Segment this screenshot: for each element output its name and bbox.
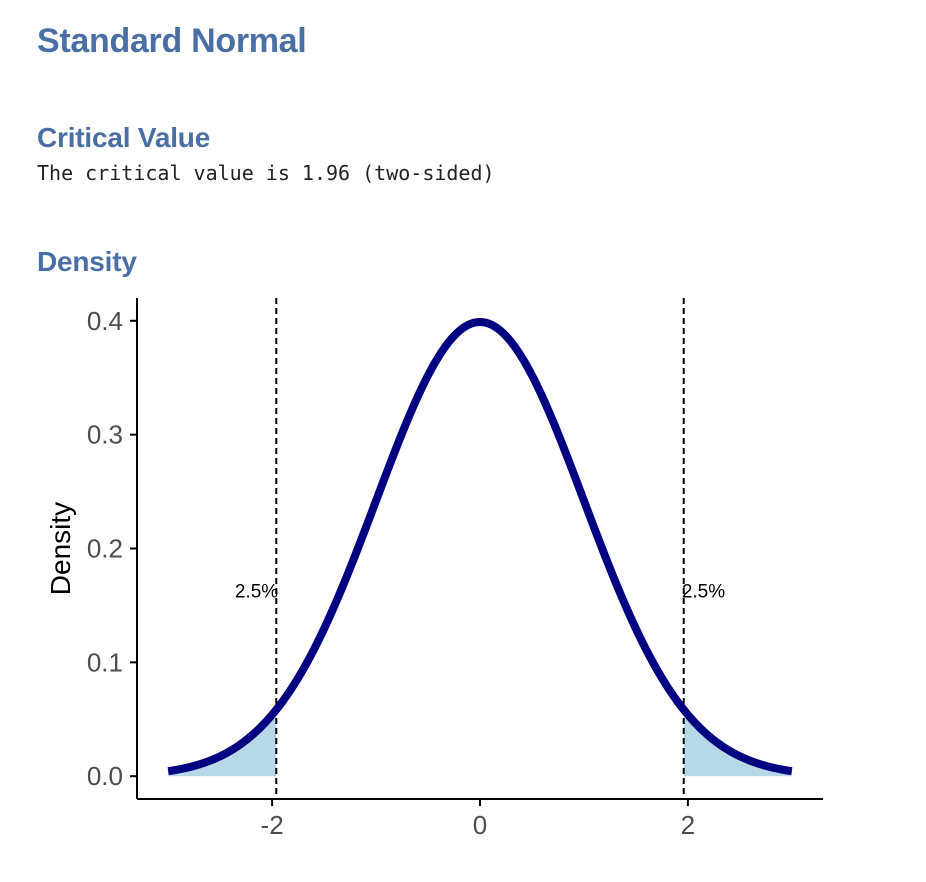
density-curve [166,317,794,776]
shaded-tail-right [683,709,792,777]
x-tick-label: -2 [261,810,284,840]
shaded-tails [168,709,792,777]
y-axis-label: Density [45,502,76,595]
y-tick-label: 0.2 [87,534,123,564]
y-tick-label: 0.0 [87,761,123,791]
y-ticks: 0.0 0.1 0.2 0.3 0.4 [87,306,137,791]
critical-value-text: The critical value is 1.96 (two-sided) [37,161,495,185]
shaded-tail-left [168,709,277,777]
x-tick-label: 0 [473,810,487,840]
y-tick-label: 0.3 [87,420,123,450]
tail-percent-label: 2.5% [235,582,278,603]
axes [136,298,823,800]
y-tick-label: 0.1 [87,647,123,677]
critical-value-lines [275,298,685,799]
y-tick-label: 0.4 [87,306,123,336]
critical-value-heading: Critical Value [37,122,211,153]
page-title: Standard Normal [37,22,307,60]
x-ticks: -2 0 2 [261,799,695,840]
tail-percent-label: 2.5% [682,582,725,603]
annotations: 2.5% 2.5% [235,582,725,603]
x-tick-label: 2 [681,810,695,840]
density-heading: Density [37,246,137,277]
